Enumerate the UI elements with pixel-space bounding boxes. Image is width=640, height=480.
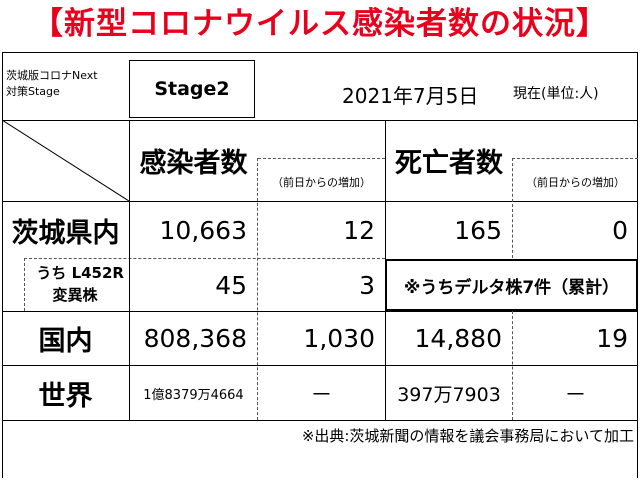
page-title: 【新型コロナウイルス感染者数の状況】 bbox=[32, 6, 608, 42]
world-deaths: 397万7903 bbox=[397, 383, 501, 406]
col-infected: 感染者数 bbox=[139, 147, 248, 179]
stage-box bbox=[129, 60, 255, 118]
stage-value: Stage2 bbox=[154, 78, 230, 100]
domestic-deaths-increase: 19 bbox=[596, 324, 628, 353]
variant-infected: 45 bbox=[215, 270, 247, 300]
variant-label-line2: 変異株 bbox=[52, 286, 98, 304]
stage-label-line1: 茨城版コロナNext bbox=[6, 69, 98, 82]
stage-label: 茨城版コロナNext 対策Stage bbox=[6, 68, 130, 100]
row-label-domestic: 国内 bbox=[38, 326, 93, 357]
col-deaths-increase: （前日からの増加） bbox=[526, 176, 625, 189]
source-note: ※出典:茨城新聞の情報を議会事務局において加工 bbox=[301, 427, 634, 445]
world-deaths-increase: － bbox=[564, 383, 587, 408]
ibaraki-deaths: 165 bbox=[454, 215, 502, 245]
diagonal-divider bbox=[2, 120, 130, 202]
domestic-infected: 808,368 bbox=[143, 324, 247, 353]
delta-note-box bbox=[385, 259, 638, 311]
row-label-world: 世界 bbox=[38, 380, 93, 412]
row-label-variant: うち L452R 変異株 bbox=[26, 262, 128, 306]
ibaraki-infected-increase: 12 bbox=[343, 215, 375, 245]
world-infected: 1億8379万4664 bbox=[143, 387, 244, 403]
world-infected-increase: － bbox=[310, 383, 333, 408]
col-deaths: 死亡者数 bbox=[395, 147, 503, 179]
row-label-ibaraki: 茨城県内 bbox=[11, 217, 120, 249]
unit-note: 現在(単位:人) bbox=[513, 86, 599, 102]
variant-infected-increase: 3 bbox=[359, 270, 375, 300]
col-infected-increase: （前日からの増加） bbox=[272, 176, 371, 189]
delta-note: ※うちデルタ株7件（累計） bbox=[403, 277, 620, 298]
domestic-infected-increase: 1,030 bbox=[303, 324, 375, 353]
ibaraki-deaths-increase: 0 bbox=[612, 215, 628, 245]
stage-label-line2: 対策Stage bbox=[6, 85, 60, 98]
domestic-deaths: 14,880 bbox=[414, 324, 502, 353]
report-date: 2021年7月5日 bbox=[342, 84, 479, 108]
ibaraki-infected: 10,663 bbox=[159, 215, 247, 245]
variant-label-line1: うち L452R bbox=[36, 264, 124, 282]
